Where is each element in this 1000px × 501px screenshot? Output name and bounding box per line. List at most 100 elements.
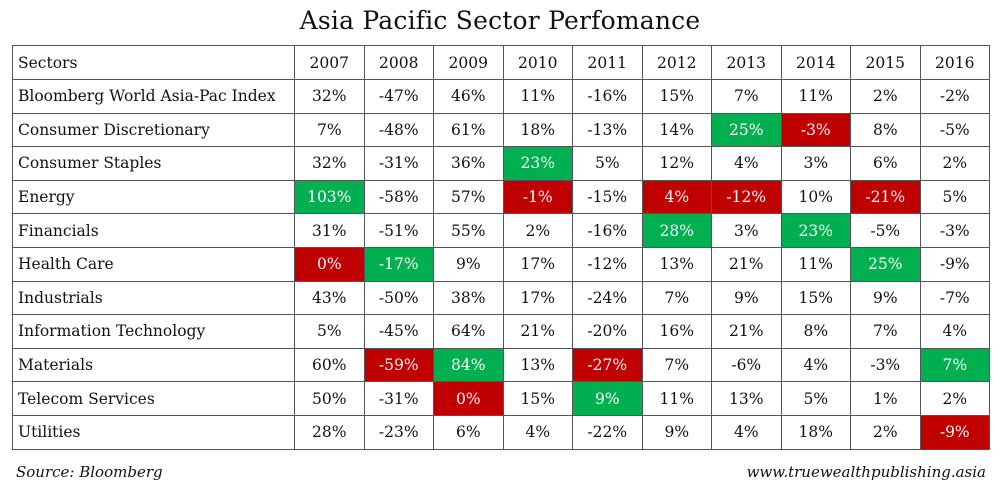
- column-header-2015: 2015: [850, 45, 921, 80]
- value-cell: -12%: [572, 246, 643, 282]
- value-cell: 17%: [502, 246, 573, 282]
- sector-label: Utilities: [12, 414, 295, 450]
- value-cell: 18%: [502, 112, 573, 148]
- value-cell: 23%: [502, 146, 573, 181]
- table-row: Health Care 0% -17% 9% 17% -12% 13% 21% 11% 25% -9…: [12, 246, 990, 282]
- value-cell: 0%: [294, 246, 365, 282]
- value-cell: -22%: [572, 414, 643, 450]
- value-cell: 2%: [919, 381, 990, 416]
- value-cell: 2%: [502, 213, 573, 248]
- value-cell: 3%: [711, 213, 782, 248]
- value-cell: -27%: [572, 347, 643, 383]
- value-cell: 9%: [711, 280, 782, 316]
- value-cell: -23%: [363, 414, 434, 450]
- column-header-2007: 2007: [294, 45, 365, 80]
- value-cell: -16%: [572, 213, 643, 248]
- column-header-2008: 2008: [363, 45, 434, 80]
- value-cell: 21%: [711, 314, 782, 349]
- value-cell: 7%: [711, 79, 782, 114]
- value-cell: -3%: [780, 112, 851, 148]
- value-cell: -45%: [363, 314, 434, 349]
- value-cell: 8%: [780, 314, 851, 349]
- sector-label: Energy: [12, 179, 295, 215]
- value-cell: 11%: [780, 246, 851, 282]
- value-cell: 13%: [641, 246, 712, 282]
- value-cell: 2%: [850, 79, 921, 114]
- value-cell: 5%: [572, 146, 643, 181]
- value-cell: 36%: [433, 146, 504, 181]
- value-cell: 14%: [641, 112, 712, 148]
- table-row: Consumer Discretionary 7% -48% 61% 18% -13% 14…: [12, 112, 990, 148]
- value-cell: 4%: [711, 146, 782, 181]
- table-row: Telecom Services 50% -31% 0% 15% 9% 11% 13% 5% 1%…: [12, 381, 990, 416]
- value-cell: 103%: [294, 179, 365, 215]
- value-cell: -50%: [363, 280, 434, 316]
- sector-label: Materials: [12, 347, 295, 383]
- value-cell: 28%: [641, 213, 712, 248]
- value-cell: -51%: [363, 213, 434, 248]
- value-cell: 11%: [780, 79, 851, 114]
- value-cell: -48%: [363, 112, 434, 148]
- sector-performance-table: Sectors 2007 2008 2009 2010 2011 2012 2013 2014 2…: [12, 45, 990, 450]
- value-cell: 31%: [294, 213, 365, 248]
- value-cell: -16%: [572, 79, 643, 114]
- value-cell: 21%: [711, 246, 782, 282]
- column-header-2014: 2014: [780, 45, 851, 80]
- column-header-2013: 2013: [711, 45, 782, 80]
- value-cell: -59%: [363, 347, 434, 383]
- value-cell: -17%: [363, 246, 434, 282]
- value-cell: 6%: [850, 146, 921, 181]
- value-cell: 18%: [780, 414, 851, 450]
- value-cell: -6%: [711, 347, 782, 383]
- sector-label: Telecom Services: [12, 381, 295, 416]
- column-header-2012: 2012: [641, 45, 712, 80]
- value-cell: 7%: [641, 347, 712, 383]
- value-cell: -9%: [919, 246, 990, 282]
- value-cell: 3%: [780, 146, 851, 181]
- value-cell: -20%: [572, 314, 643, 349]
- value-cell: 5%: [780, 381, 851, 416]
- table-row: Bloomberg World Asia-Pac Index 32% -47% 46%…: [12, 79, 990, 114]
- value-cell: -2%: [919, 79, 990, 114]
- value-cell: 15%: [502, 381, 573, 416]
- value-cell: 15%: [780, 280, 851, 316]
- value-cell: -13%: [572, 112, 643, 148]
- value-cell: 9%: [433, 246, 504, 282]
- column-header-sectors: Sectors: [12, 45, 295, 80]
- value-cell: -15%: [572, 179, 643, 215]
- value-cell: 7%: [919, 347, 990, 383]
- column-header-2009: 2009: [433, 45, 504, 80]
- value-cell: 1%: [850, 381, 921, 416]
- column-header-2016: 2016: [919, 45, 990, 80]
- column-header-2011: 2011: [572, 45, 643, 80]
- value-cell: 43%: [294, 280, 365, 316]
- value-cell: 61%: [433, 112, 504, 148]
- value-cell: 15%: [641, 79, 712, 114]
- value-cell: 10%: [780, 179, 851, 215]
- value-cell: 4%: [641, 179, 712, 215]
- value-cell: -5%: [850, 213, 921, 248]
- value-cell: 55%: [433, 213, 504, 248]
- value-cell: 60%: [294, 347, 365, 383]
- value-cell: -7%: [919, 280, 990, 316]
- value-cell: 25%: [711, 112, 782, 148]
- value-cell: 21%: [502, 314, 573, 349]
- table-row: Financials 31% -51% 55% 2% -16% 28% 3% 23% -5% -3%: [12, 213, 990, 248]
- value-cell: 0%: [433, 381, 504, 416]
- value-cell: 5%: [919, 179, 990, 215]
- value-cell: 7%: [294, 112, 365, 148]
- table-row: Materials 60% -59% 84% 13% -27% 7% -6% 4% -3% 7%: [12, 347, 990, 383]
- value-cell: 16%: [641, 314, 712, 349]
- value-cell: -12%: [711, 179, 782, 215]
- value-cell: 38%: [433, 280, 504, 316]
- header-row: Sectors 2007 2008 2009 2010 2011 2012 2013 2014 2…: [12, 45, 990, 80]
- value-cell: 2%: [919, 146, 990, 181]
- sector-label: Bloomberg World Asia-Pac Index: [12, 79, 295, 114]
- table-row: Consumer Staples 32% -31% 36% 23% 5% 12% 4% 3% 6%…: [12, 146, 990, 181]
- value-cell: -5%: [919, 112, 990, 148]
- value-cell: 5%: [294, 314, 365, 349]
- value-cell: -31%: [363, 146, 434, 181]
- value-cell: 4%: [502, 414, 573, 450]
- value-cell: 8%: [850, 112, 921, 148]
- value-cell: -58%: [363, 179, 434, 215]
